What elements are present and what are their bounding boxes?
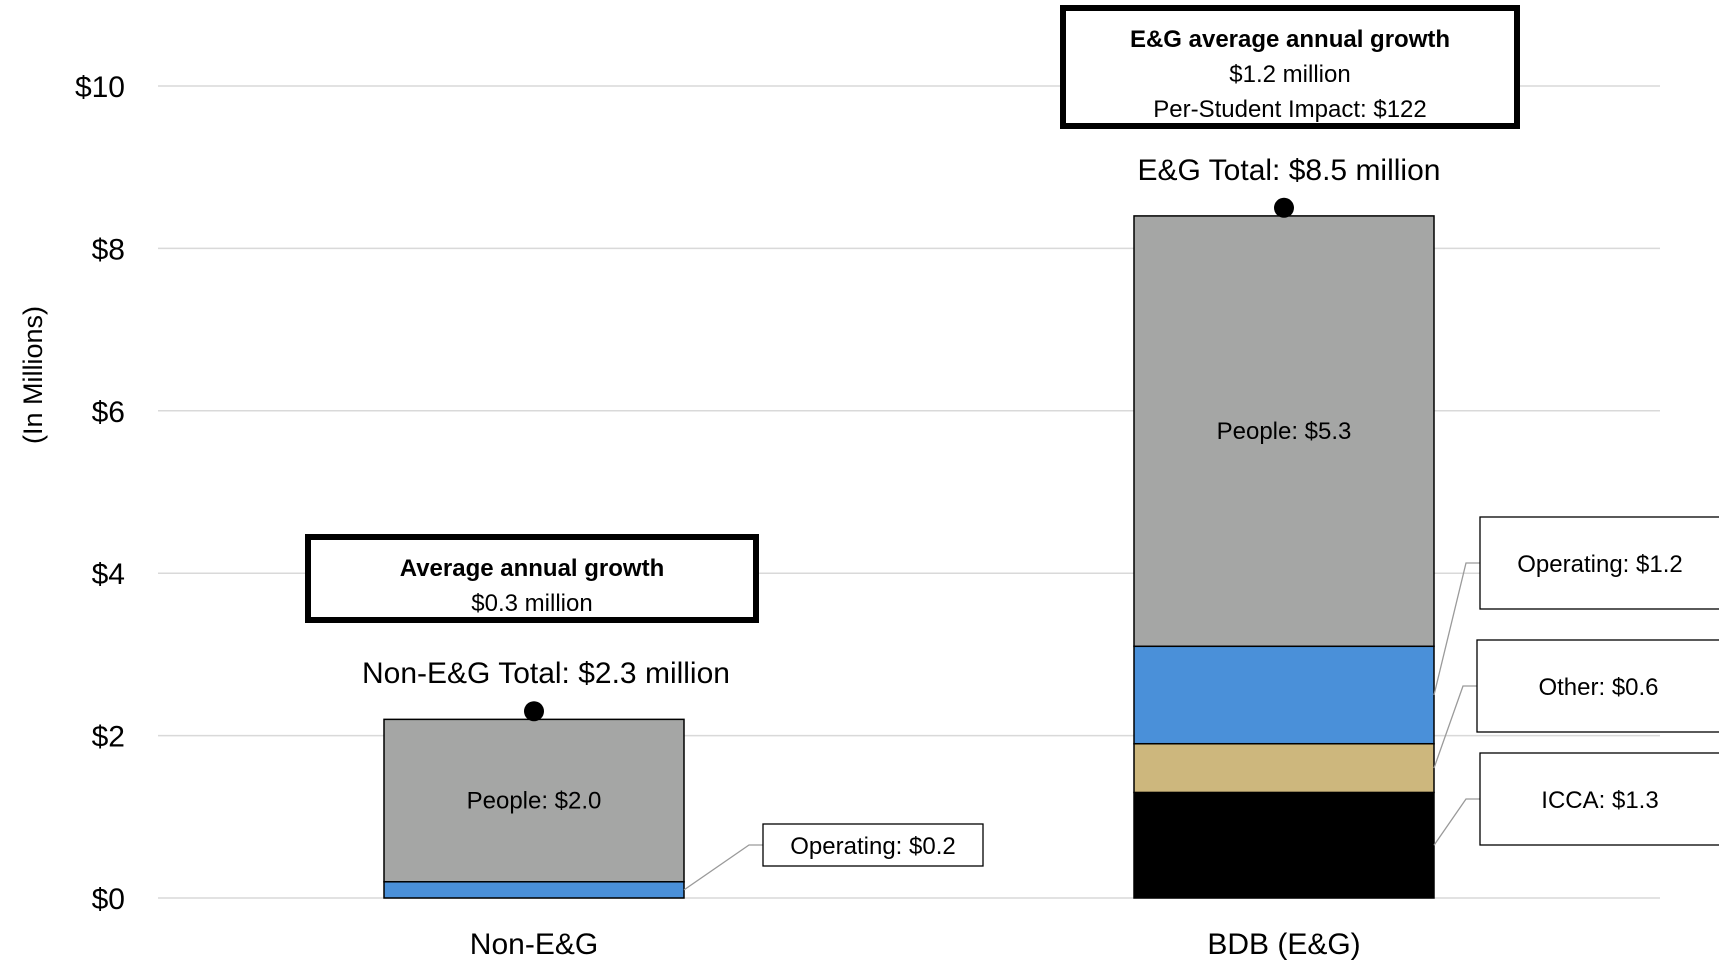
y-tick-label: $8 (92, 233, 125, 266)
callout-leader-line (1433, 562, 1480, 696)
growth-box-line: Per-Student Impact: $122 (1153, 96, 1427, 123)
callout-box (1476, 639, 1719, 733)
annotations: Operating: $0.2 People: $2.0 Non-E&G Total… (305, 5, 1719, 961)
callout-label: Other: $0.6 (1538, 674, 1658, 701)
x-category-label: BDB (E&G) (1207, 928, 1360, 961)
y-tick-label: $0 (92, 883, 125, 916)
total-marker-dot (1274, 197, 1294, 218)
callout-leader-line (1433, 685, 1477, 769)
bar-segment-operating (1133, 645, 1435, 745)
total-label: E&G Total: $8.5 million (1138, 154, 1441, 187)
callout-label: Operating: $0.2 (790, 833, 955, 860)
growth-box (305, 534, 759, 623)
callout-leader-line (1433, 798, 1480, 846)
growth-box (1060, 5, 1520, 129)
growth-box-line: $0.3 million (471, 590, 592, 617)
y-axis-label: (In Millions) (18, 306, 48, 444)
callout-box (1479, 752, 1719, 846)
bar-segment-icca (1133, 791, 1435, 899)
bar-segment-operating (383, 881, 685, 899)
bar-segment-people (383, 718, 685, 883)
growth-box-line: $1.2 million (1229, 61, 1350, 88)
segment-label: People: $2.0 (467, 788, 602, 815)
callout-label: Operating: $1.2 (1517, 551, 1682, 578)
callout-box (1479, 516, 1719, 610)
y-tick-label: $10 (75, 71, 125, 104)
total-marker-dot (524, 701, 544, 722)
growth-box-title: Average annual growth (400, 555, 665, 582)
segment-label: People: $5.3 (1217, 418, 1352, 445)
bars (383, 215, 1435, 899)
y-axis: $0 $2 $4 $6 $8 $10 (75, 71, 125, 916)
growth-box-title: E&G average annual growth (1130, 26, 1450, 53)
callout-box (762, 823, 984, 867)
x-category-label: Non-E&G (470, 928, 598, 961)
callout-leader-line (683, 844, 763, 891)
y-tick-label: $6 (92, 396, 125, 429)
y-tick-label: $4 (92, 558, 125, 591)
bar-segment-other (1133, 742, 1435, 794)
bar-segment-people (1133, 215, 1435, 648)
total-label: Non-E&G Total: $2.3 million (362, 657, 730, 690)
callout-label: ICCA: $1.3 (1541, 787, 1658, 814)
y-tick-label: $2 (92, 721, 125, 754)
